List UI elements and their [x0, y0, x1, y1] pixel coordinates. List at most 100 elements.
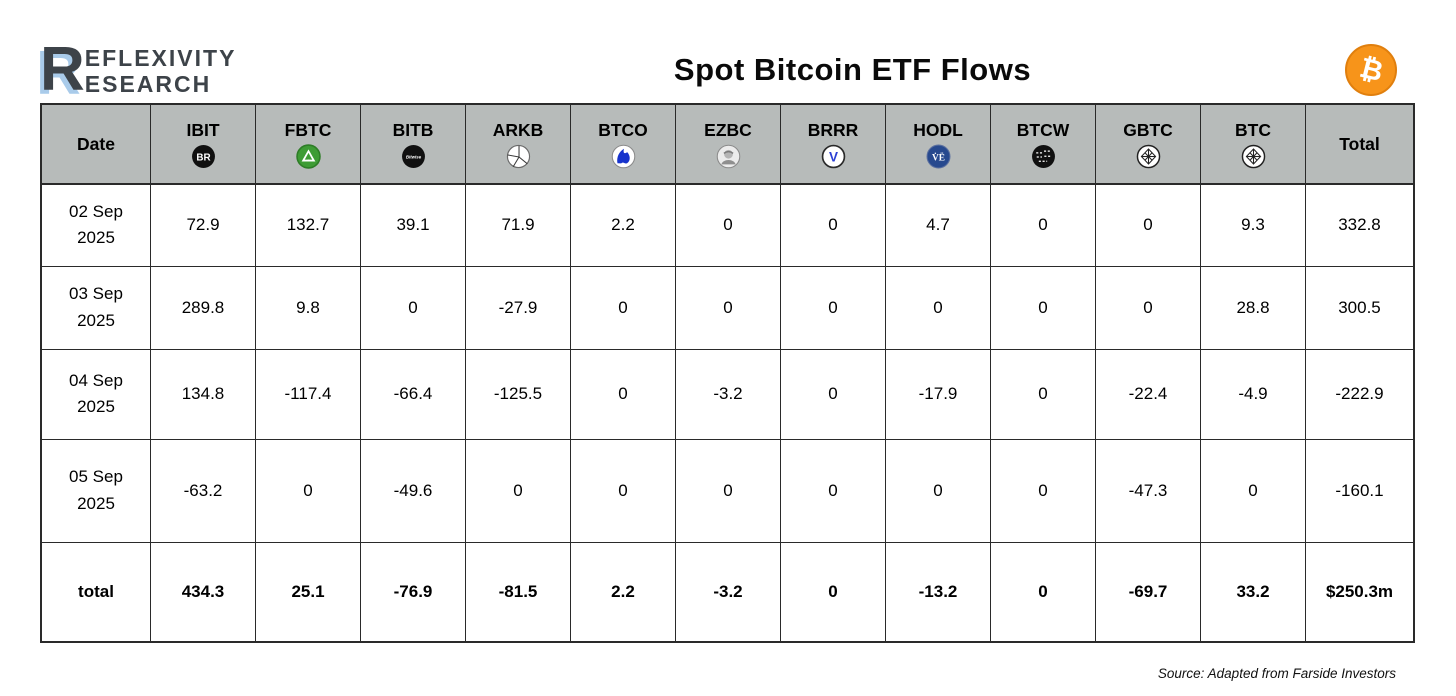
flow-value-cell: 0: [675, 183, 781, 267]
total-value-cell: -81.5: [465, 541, 571, 643]
flow-value-cell: 71.9: [465, 183, 571, 267]
table-row: 03 Sep 2025 289.8 9.8 0 -27.9 0 0 0 0 0 0 28.8 300.5: [40, 265, 1415, 350]
total-row-label: total: [40, 541, 151, 643]
flow-value-cell: 0: [780, 348, 886, 440]
flow-value-cell: 0: [570, 348, 676, 440]
ark-icon: [506, 144, 531, 169]
table-row: 04 Sep 2025 134.8 -117.4 -66.4 -125.5 0 -3.2 0-…: [40, 348, 1415, 440]
svg-text:Bitwise: Bitwise: [405, 154, 421, 159]
flow-value-cell: 0: [990, 265, 1096, 350]
flow-value-cell: 300.5: [1305, 265, 1415, 350]
source-note: Source: Adapted from Farside Investors: [1157, 666, 1396, 681]
column-label: HODL: [913, 119, 963, 140]
flow-value-cell: 39.1: [360, 183, 466, 267]
column-header-brrr: BRRR V: [780, 103, 886, 185]
column-header-hodl: HODL V̇Ë: [885, 103, 991, 185]
blackrock-icon: BR: [191, 144, 216, 169]
total-value-cell: $250.3m: [1305, 541, 1415, 643]
column-header-btcw: BTCW: [990, 103, 1096, 185]
flow-value-cell: 0: [780, 183, 886, 267]
flow-value-cell: -22.4: [1095, 348, 1201, 440]
total-value-cell: -13.2: [885, 541, 991, 643]
flow-value-cell: -160.1: [1305, 438, 1415, 543]
logo-line-2: ESEARCH: [84, 70, 212, 97]
flow-value-cell: -17.9: [885, 348, 991, 440]
date-cell: 03 Sep 2025: [40, 265, 151, 350]
total-row: total 434.3 25.1 -76.9 -81.5 2.2 -3.2 0 -13.2 0 -6…: [40, 541, 1415, 643]
table-body: 02 Sep 2025 72.9 132.7 39.1 71.9 2.2 0 0 4.7 0 0 9.…: [40, 183, 1415, 643]
column-header-bitb: BITB Bitwise: [360, 103, 466, 185]
flow-value-cell: 0: [1095, 183, 1201, 267]
total-value-cell: 33.2: [1200, 541, 1306, 643]
flow-value-cell: -117.4: [255, 348, 361, 440]
title-wrap: Spot Bitcoin ETF Flows: [360, 52, 1345, 88]
etf-flows-table: Date IBIT BR FBTC BITB Bitwise ARKB BTCO EZBC BRR…: [40, 103, 1415, 643]
total-value-cell: 0: [780, 541, 886, 643]
column-label: BITB: [392, 119, 434, 140]
flow-value-cell: -47.3: [1095, 438, 1201, 543]
flow-value-cell: 0: [1200, 438, 1306, 543]
logo-letter-r: R: [40, 34, 85, 104]
date-cell: 04 Sep 2025: [40, 348, 151, 440]
grayscale-mini-icon: [1241, 144, 1266, 169]
flow-value-cell: 0: [255, 438, 361, 543]
column-label: ARKB: [492, 119, 544, 140]
column-header-btc: BTC: [1200, 103, 1306, 185]
flow-value-cell: 0: [780, 438, 886, 543]
total-value-cell: 0: [990, 541, 1096, 643]
bitcoin-symbol: ₿: [1356, 51, 1386, 88]
flow-value-cell: 0: [780, 265, 886, 350]
flow-value-cell: -4.9: [1200, 348, 1306, 440]
column-header-ezbc: EZBC: [675, 103, 781, 185]
column-header-arkb: ARKB: [465, 103, 571, 185]
table-header-row: Date IBIT BR FBTC BITB Bitwise ARKB BTCO EZBC BRR…: [40, 103, 1415, 185]
column-label: EZBC: [704, 119, 752, 140]
column-header-fbtc: FBTC: [255, 103, 361, 185]
page-title: Spot Bitcoin ETF Flows: [673, 52, 1032, 87]
valkyrie-icon: V: [821, 144, 846, 169]
flow-value-cell: 0: [570, 438, 676, 543]
wisdomtree-icon: [1031, 144, 1056, 169]
flow-value-cell: 9.3: [1200, 183, 1306, 267]
flow-value-cell: 0: [885, 265, 991, 350]
column-label: BTCO: [598, 119, 648, 140]
column-header-ibit: IBIT BR: [150, 103, 256, 185]
flow-value-cell: 332.8: [1305, 183, 1415, 267]
date-cell: 02 Sep 2025: [40, 183, 151, 267]
flow-value-cell: 132.7: [255, 183, 361, 267]
vaneck-icon: V̇Ë: [926, 144, 951, 169]
flow-value-cell: -222.9: [1305, 348, 1415, 440]
header-band: R EFLEXIVITY ESEARCH Spot Bitcoin ETF Fl…: [40, 38, 1397, 102]
column-label: BTC: [1235, 119, 1271, 140]
total-value-cell: -69.7: [1095, 541, 1201, 643]
column-label: Date: [77, 133, 115, 154]
column-label: IBIT: [186, 119, 220, 140]
reflexivity-research-logo: R EFLEXIVITY ESEARCH: [40, 34, 360, 104]
flow-value-cell: 0: [675, 438, 781, 543]
franklin-icon: [716, 144, 741, 169]
svg-text:V̇Ë: V̇Ë: [931, 150, 944, 163]
table-row: 02 Sep 2025 72.9 132.7 39.1 71.9 2.2 0 0 4.7 0 0 9.…: [40, 183, 1415, 267]
table-row: 05 Sep 2025 -63.2 0 -49.6 0 0 0 0 0 0 -47.3 0 -160.1: [40, 438, 1415, 543]
date-cell: 05 Sep 2025: [40, 438, 151, 543]
flow-value-cell: 0: [570, 265, 676, 350]
column-label: FBTC: [284, 119, 332, 140]
svg-text:V: V: [828, 149, 837, 164]
logo-line-1: EFLEXIVITY: [84, 44, 237, 71]
flow-value-cell: 0: [1095, 265, 1201, 350]
svg-text:BR: BR: [196, 152, 210, 163]
column-label: BRRR: [807, 119, 859, 140]
invesco-icon: [611, 144, 636, 169]
flow-value-cell: -3.2: [675, 348, 781, 440]
flow-value-cell: 0: [885, 438, 991, 543]
flow-value-cell: 0: [675, 265, 781, 350]
flow-value-cell: 2.2: [570, 183, 676, 267]
total-value-cell: -3.2: [675, 541, 781, 643]
bitwise-icon: Bitwise: [401, 144, 426, 169]
fidelity-icon: [295, 143, 321, 169]
flow-value-cell: 4.7: [885, 183, 991, 267]
flow-value-cell: 0: [990, 438, 1096, 543]
flow-value-cell: 0: [990, 183, 1096, 267]
grayscale-icon: [1136, 144, 1161, 169]
flow-value-cell: 0: [465, 438, 571, 543]
